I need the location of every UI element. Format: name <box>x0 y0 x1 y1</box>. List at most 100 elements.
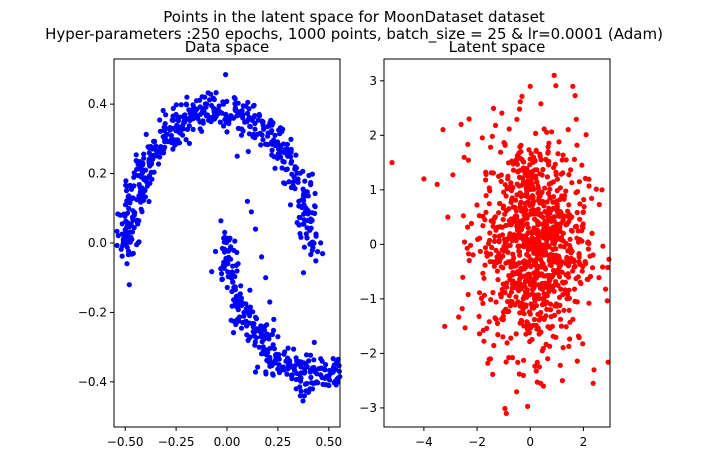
latent-space-point <box>489 133 495 139</box>
latent-space-point <box>560 291 566 298</box>
data-space-point <box>294 370 300 376</box>
latent-space-point <box>521 357 527 363</box>
data-space-point <box>181 113 187 119</box>
data-space-point <box>130 250 136 256</box>
data-space-point <box>306 358 312 364</box>
data-space-point <box>223 255 229 262</box>
latent-space-y-tick-label: 2 <box>369 128 377 142</box>
latent-space-point <box>499 110 505 116</box>
latent-space-point <box>528 263 534 270</box>
latent-space-point <box>498 178 504 184</box>
latent-space-point <box>577 279 583 285</box>
latent-space-point <box>539 172 545 178</box>
latent-space-point <box>518 199 524 205</box>
latent-space-point <box>491 342 497 349</box>
data-space-point <box>301 198 307 204</box>
data-space-point <box>300 270 307 276</box>
latent-space-point <box>547 186 553 192</box>
latent-space-point <box>548 307 554 313</box>
latent-space-point <box>517 249 523 255</box>
data-space-point <box>224 284 230 291</box>
data-space-point <box>221 259 227 265</box>
latent-space-point <box>577 216 583 222</box>
data-space-point <box>120 237 126 243</box>
data-space-point <box>281 351 287 357</box>
latent-space-point <box>500 313 506 319</box>
data-space-point <box>143 131 149 137</box>
latent-space-point <box>556 139 562 145</box>
data-space-x-tick-label: −0.25 <box>158 435 195 449</box>
data-space-point <box>293 386 299 392</box>
data-space-point <box>253 316 259 322</box>
data-space-point <box>271 137 277 143</box>
latent-space-point <box>585 246 592 252</box>
latent-space-point <box>603 286 609 292</box>
latent-space-point <box>530 240 536 246</box>
latent-space-point <box>550 333 556 339</box>
latent-space-point <box>493 316 499 322</box>
latent-space-point <box>496 239 502 245</box>
latent-space-point <box>498 264 504 270</box>
latent-space-point <box>508 264 514 270</box>
latent-space-point <box>533 303 540 309</box>
latent-space-point <box>558 323 565 329</box>
latent-space-point <box>600 243 606 249</box>
latent-space-point <box>575 274 581 280</box>
latent-space-point <box>589 195 595 201</box>
latent-space-point <box>531 225 537 231</box>
latent-space-point <box>544 129 550 135</box>
data-space-point <box>131 225 137 231</box>
data-space-point <box>232 96 238 102</box>
latent-space-point <box>575 239 582 245</box>
latent-space-point <box>566 343 572 349</box>
latent-space-point <box>557 316 564 322</box>
latent-space-point <box>600 264 606 270</box>
data-space-point <box>320 251 326 257</box>
latent-space-point <box>504 340 510 346</box>
data-space-point <box>114 228 120 234</box>
data-space-point <box>276 356 282 362</box>
latent-space-point <box>555 282 561 288</box>
data-space-point <box>122 213 128 219</box>
latent-space-point <box>558 210 564 216</box>
latent-space-point <box>521 237 527 243</box>
data-space-point <box>216 103 222 109</box>
latent-space-point <box>543 341 549 347</box>
latent-space-point <box>515 218 521 224</box>
data-space-point <box>211 96 217 103</box>
data-space-point <box>334 376 340 382</box>
data-space-point <box>269 147 275 153</box>
data-space-point <box>200 118 206 124</box>
data-space-point <box>129 229 135 235</box>
latent-space-point <box>558 171 564 177</box>
data-space-point <box>313 233 319 239</box>
latent-space-x-tick-label: −2 <box>468 435 486 449</box>
data-space-point <box>158 144 164 150</box>
latent-space-point <box>483 209 489 215</box>
data-space-point <box>261 327 267 333</box>
data-space-point <box>247 287 253 293</box>
latent-space-point <box>559 378 566 384</box>
data-space-point <box>127 239 133 245</box>
latent-space-point <box>571 257 577 263</box>
latent-space-point <box>481 338 487 344</box>
latent-space-x-tick-label: 2 <box>580 435 588 449</box>
data-space-point <box>232 238 238 244</box>
data-space-x-tick-label: 0.25 <box>265 435 292 449</box>
latent-space-point <box>567 319 573 325</box>
latent-space-point <box>461 154 467 160</box>
latent-space-point <box>582 175 589 181</box>
latent-space-point <box>573 190 579 196</box>
latent-space-point <box>541 273 547 279</box>
latent-space-point <box>466 257 472 264</box>
data-space-point <box>247 335 253 341</box>
data-space-point <box>211 116 218 122</box>
data-space-point <box>122 231 128 237</box>
data-space-point <box>163 112 169 118</box>
latent-space-point <box>535 186 542 192</box>
latent-space-point <box>547 195 553 201</box>
data-space-point <box>147 163 153 169</box>
latent-space-point <box>523 294 530 300</box>
data-space-point <box>202 94 208 100</box>
latent-space-point <box>521 323 527 329</box>
